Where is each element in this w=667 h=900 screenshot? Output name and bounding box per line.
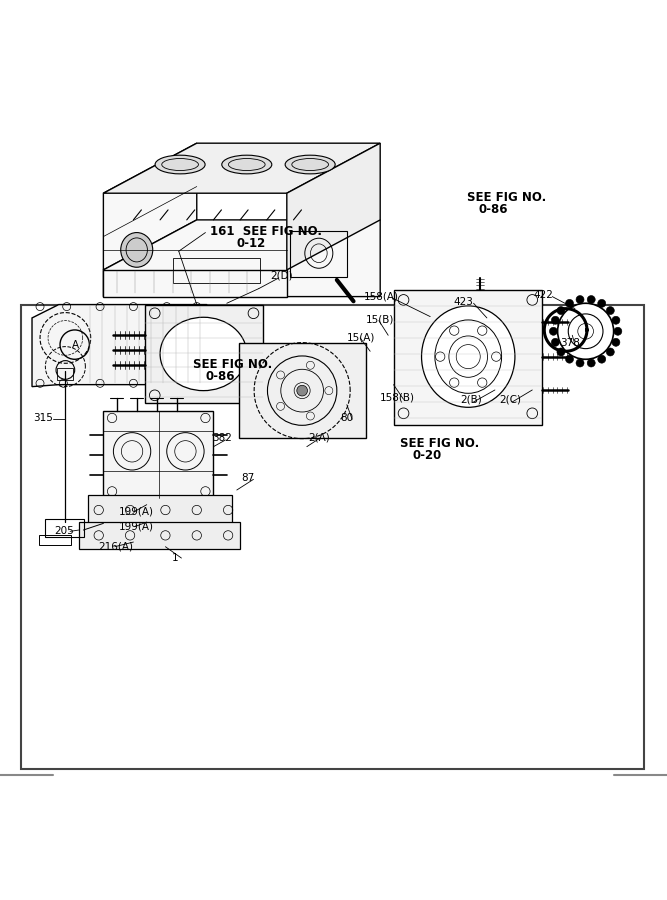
Text: 199(A): 199(A) [119,522,153,532]
Circle shape [576,295,584,303]
Text: 15(A): 15(A) [347,333,376,343]
Text: 382: 382 [212,433,232,443]
Circle shape [297,385,307,396]
Polygon shape [103,220,380,297]
Polygon shape [103,411,213,498]
Text: 161  SEE FIG NO.: 161 SEE FIG NO. [210,225,322,238]
Polygon shape [103,143,197,270]
Text: 158(B): 158(B) [380,393,415,403]
Text: SEE FIG NO.: SEE FIG NO. [467,192,546,204]
Text: SEE FIG NO.: SEE FIG NO. [193,358,273,371]
Text: 0-12: 0-12 [237,237,266,249]
Text: 378: 378 [560,338,580,348]
Text: 2(B): 2(B) [460,395,482,405]
Circle shape [598,300,606,308]
Text: 0-20: 0-20 [412,449,442,462]
Circle shape [612,338,620,346]
Ellipse shape [285,155,336,174]
Text: 80: 80 [340,413,354,423]
Ellipse shape [155,155,205,174]
Polygon shape [32,304,207,387]
Bar [290,231,347,276]
Circle shape [614,328,622,336]
Circle shape [566,356,574,364]
Circle shape [550,328,558,336]
Bar [57,368,73,380]
Polygon shape [145,304,263,403]
Text: SEE FIG NO.: SEE FIG NO. [400,436,480,450]
Text: 0-86: 0-86 [205,370,235,383]
Ellipse shape [221,155,272,174]
Circle shape [558,303,614,359]
Text: 0-86: 0-86 [479,203,508,216]
Polygon shape [103,143,380,194]
Polygon shape [88,495,232,525]
Text: 1: 1 [172,554,179,563]
Text: 216(A): 216(A) [99,542,133,552]
Circle shape [612,316,620,324]
Polygon shape [79,522,240,549]
Text: 158(A): 158(A) [364,292,398,302]
Circle shape [557,307,565,315]
Ellipse shape [422,306,515,408]
Text: 2(D): 2(D) [270,270,293,280]
Text: 423: 423 [454,297,474,307]
Polygon shape [394,290,542,425]
Bar [45,519,84,536]
Circle shape [606,307,614,315]
Bar [39,535,71,544]
Polygon shape [287,143,380,270]
Polygon shape [239,343,366,438]
Circle shape [552,316,560,324]
Text: 422: 422 [534,291,554,301]
Bar [21,305,644,769]
Circle shape [566,300,574,308]
Text: 87: 87 [241,473,255,483]
Circle shape [557,348,565,356]
Text: 2(C): 2(C) [499,395,521,405]
Text: 199(A): 199(A) [119,507,153,517]
Ellipse shape [160,318,247,391]
Circle shape [552,338,560,346]
Text: 2(A): 2(A) [308,433,330,443]
Text: A: A [72,339,79,349]
Text: 205: 205 [55,526,75,536]
Circle shape [576,359,584,367]
Text: 15(B): 15(B) [366,315,394,325]
Circle shape [587,359,595,367]
Circle shape [598,356,606,364]
Circle shape [587,295,595,303]
Polygon shape [103,270,287,297]
Text: 315: 315 [33,413,53,423]
Circle shape [606,348,614,356]
Bar [173,258,260,284]
Ellipse shape [121,232,153,267]
